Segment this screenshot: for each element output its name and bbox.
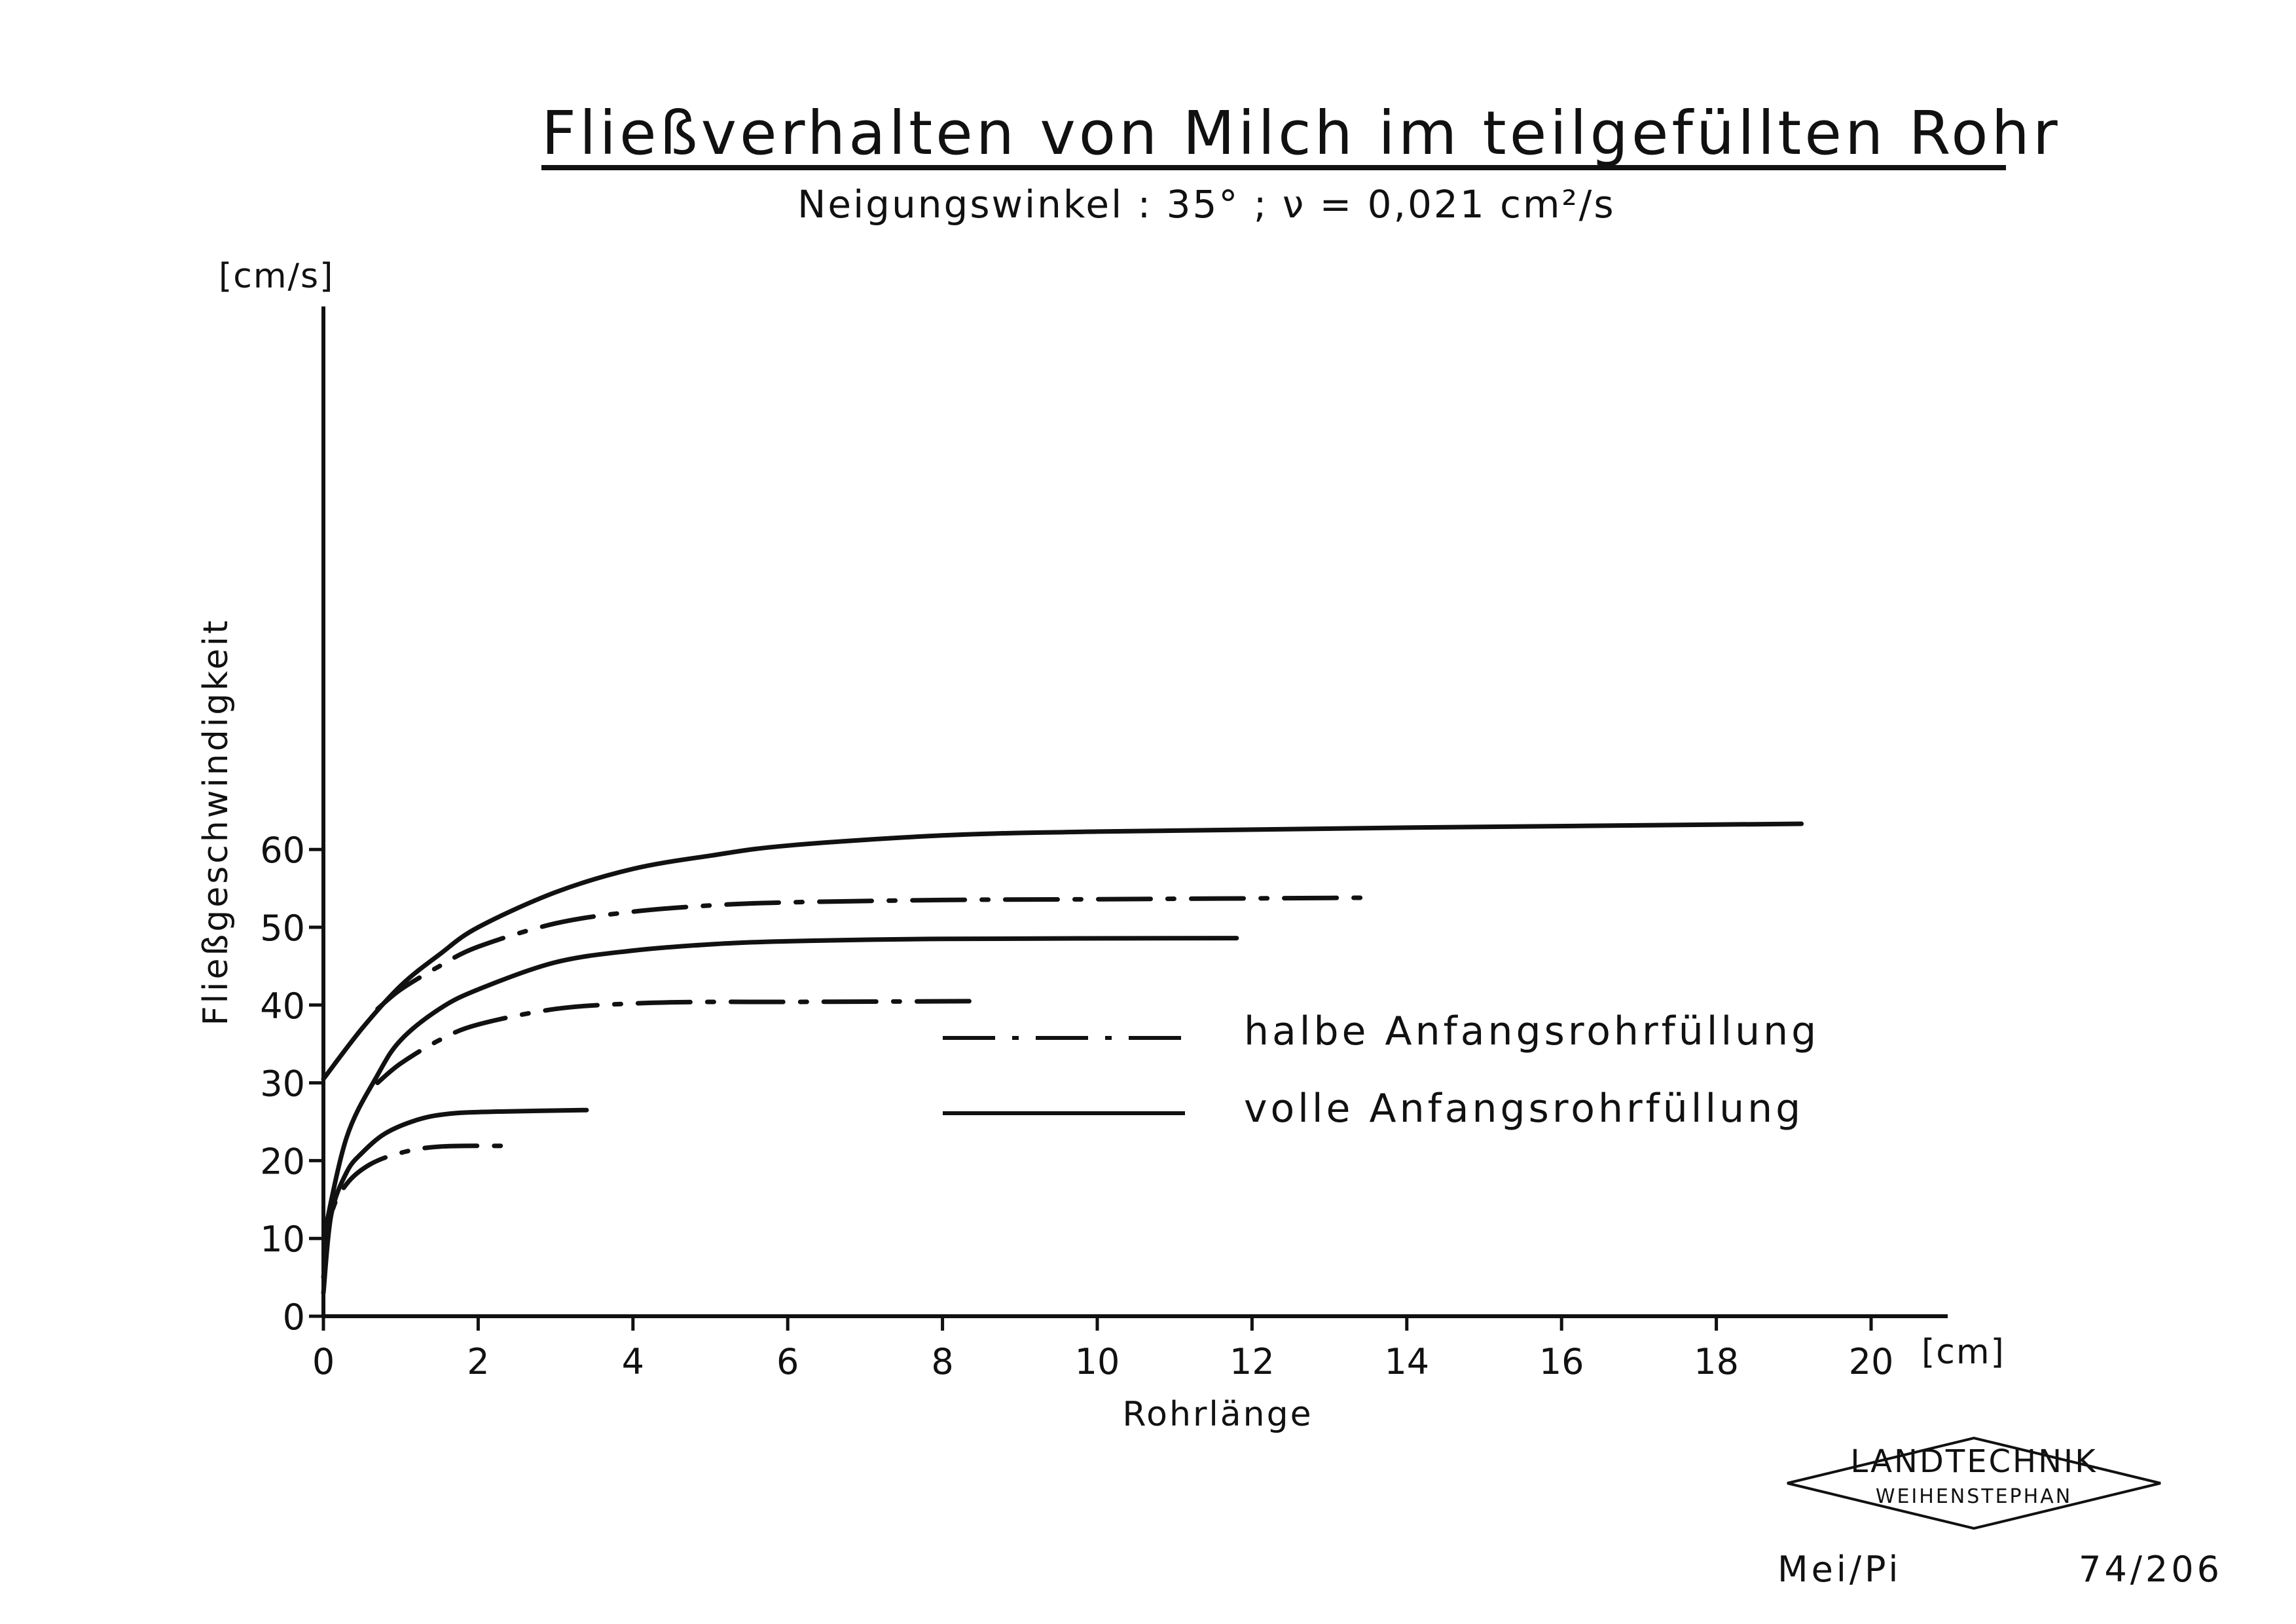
x-tick-label: 8 bbox=[931, 1341, 953, 1382]
x-tick-label: 6 bbox=[776, 1341, 799, 1382]
x-tick-label: 10 bbox=[1075, 1341, 1120, 1382]
x-tick-label: 2 bbox=[467, 1341, 489, 1382]
x-tick-label: 12 bbox=[1230, 1341, 1275, 1382]
logo-diamond-icon bbox=[1787, 1436, 2161, 1530]
logo-text-landtechnik: LANDTECHNIK bbox=[1850, 1443, 2098, 1480]
author-initials: Mei/Pi bbox=[1777, 1549, 1902, 1590]
series-line-6-dashdot bbox=[321, 1143, 512, 1280]
y-tick-label: 20 bbox=[260, 1141, 305, 1182]
legend-label-volle: volle Anfangsrohrfüllung bbox=[1244, 1086, 1804, 1132]
y-axis-label: Fließgeschwindigkeit bbox=[196, 618, 236, 1026]
x-tick-label: 18 bbox=[1694, 1341, 1739, 1382]
series-line-2-dashdot bbox=[375, 895, 1371, 1012]
series-line-3-solid bbox=[321, 936, 1239, 1241]
x-axis-unit: [cm] bbox=[1922, 1333, 2005, 1372]
y-axis-unit: [cm/s] bbox=[219, 257, 335, 296]
y-tick-label: 60 bbox=[260, 830, 305, 871]
title-underline bbox=[541, 165, 2006, 170]
x-axis-label: Rohrlänge bbox=[1122, 1395, 1313, 1434]
x-tick-label: 20 bbox=[1849, 1341, 1894, 1382]
y-tick-label: 0 bbox=[283, 1297, 305, 1338]
logo-text-weihenstephan: WEIHENSTEPHAN bbox=[1875, 1485, 2073, 1508]
chart-title: Fließverhalten von Milch im teilgefüllte… bbox=[541, 98, 2061, 168]
y-tick-label: 50 bbox=[260, 908, 305, 949]
y-tick-label: 10 bbox=[260, 1219, 305, 1260]
chart-subtitle: Neigungswinkel : 35° ; ν = 0,021 cm²/s bbox=[797, 182, 1616, 227]
series-line-1-solid bbox=[321, 821, 1804, 1082]
y-tick-label: 30 bbox=[260, 1063, 305, 1105]
x-tick-label: 16 bbox=[1539, 1341, 1584, 1382]
series-line-4-dashdot bbox=[375, 999, 976, 1086]
x-tick-label: 0 bbox=[312, 1341, 335, 1382]
x-tick-label: 14 bbox=[1384, 1341, 1429, 1382]
logo: LANDTECHNIK WEIHENSTEPHAN bbox=[1781, 1434, 2167, 1532]
y-tick-label: 40 bbox=[260, 986, 305, 1027]
x-tick-label: 4 bbox=[622, 1341, 644, 1382]
document-number: 74/206 bbox=[2079, 1549, 2223, 1590]
series-line-5-solid bbox=[321, 1107, 589, 1295]
legend-label-halbe: halbe Anfangsrohrfüllung bbox=[1244, 1008, 1820, 1054]
